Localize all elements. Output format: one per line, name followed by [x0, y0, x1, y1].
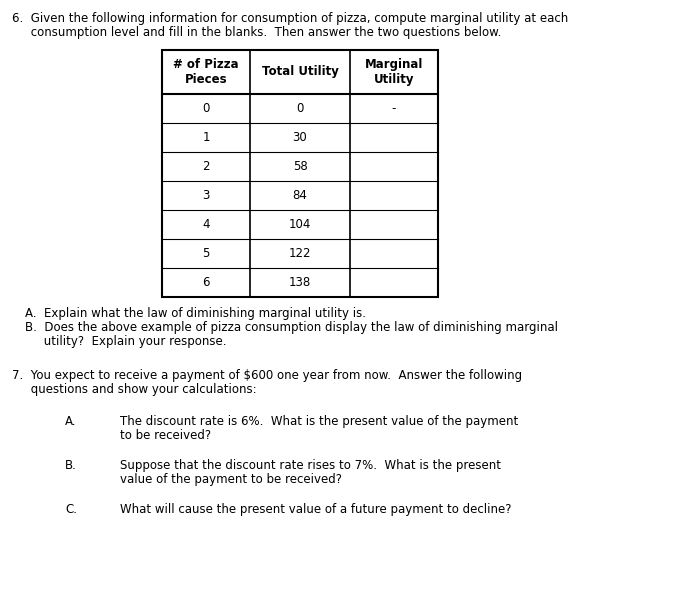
Text: A.  Explain what the law of diminishing marginal utility is.: A. Explain what the law of diminishing m…	[25, 307, 366, 320]
Text: 1: 1	[202, 131, 210, 144]
Text: C.: C.	[65, 503, 77, 516]
Text: Total Utility: Total Utility	[262, 66, 338, 79]
Text: 58: 58	[293, 160, 307, 173]
Text: 6.  Given the following information for consumption of pizza, compute marginal u: 6. Given the following information for c…	[12, 12, 568, 25]
Text: questions and show your calculations:: questions and show your calculations:	[12, 383, 257, 396]
Text: 4: 4	[202, 218, 210, 231]
Bar	[162, 50, 438, 297]
Text: 5: 5	[202, 247, 210, 260]
Text: 2: 2	[202, 160, 210, 173]
Text: 84: 84	[293, 189, 307, 202]
Text: A.: A.	[65, 415, 76, 428]
Text: 0: 0	[202, 102, 210, 115]
Text: 104: 104	[289, 218, 312, 231]
Text: 30: 30	[293, 131, 307, 144]
Text: value of the payment to be received?: value of the payment to be received?	[120, 473, 342, 486]
Text: What will cause the present value of a future payment to decline?: What will cause the present value of a f…	[120, 503, 512, 516]
Text: Marginal
Utility: Marginal Utility	[365, 58, 423, 86]
Text: to be received?: to be received?	[120, 429, 211, 442]
Text: 138: 138	[289, 276, 311, 289]
Text: B.  Does the above example of pizza consumption display the law of diminishing m: B. Does the above example of pizza consu…	[25, 321, 558, 334]
Text: # of Pizza
Pieces: # of Pizza Pieces	[173, 58, 239, 86]
Text: Suppose that the discount rate rises to 7%.  What is the present: Suppose that the discount rate rises to …	[120, 459, 501, 472]
Text: -: -	[392, 102, 396, 115]
Text: utility?  Explain your response.: utility? Explain your response.	[25, 335, 227, 348]
Text: The discount rate is 6%.  What is the present value of the payment: The discount rate is 6%. What is the pre…	[120, 415, 518, 428]
Text: 3: 3	[202, 189, 210, 202]
Text: 122: 122	[288, 247, 312, 260]
Text: consumption level and fill in the blanks.  Then answer the two questions below.: consumption level and fill in the blanks…	[12, 26, 501, 39]
Text: B.: B.	[65, 459, 77, 472]
Text: 7.  You expect to receive a payment of $600 one year from now.  Answer the follo: 7. You expect to receive a payment of $6…	[12, 369, 522, 382]
Text: 0: 0	[296, 102, 304, 115]
Text: 6: 6	[202, 276, 210, 289]
